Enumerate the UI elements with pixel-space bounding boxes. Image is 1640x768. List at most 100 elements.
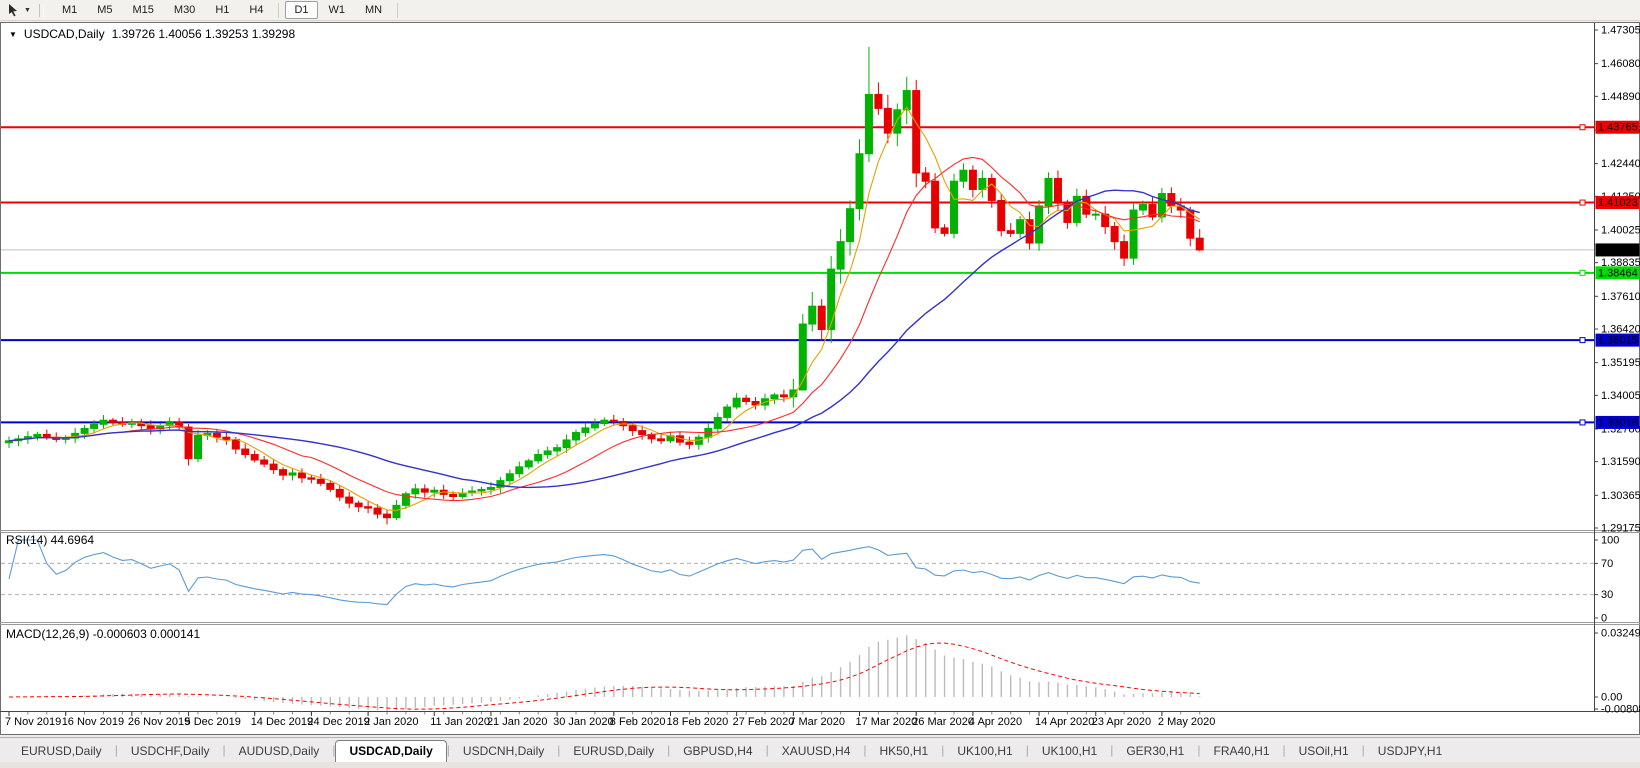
candle [883, 107, 892, 134]
tab-separator: | [1197, 743, 1201, 757]
timeframe-button-h1[interactable]: H1 [215, 4, 230, 16]
candle [1195, 237, 1204, 251]
timeframe-button-m1[interactable]: M1 [61, 4, 78, 16]
candle [628, 425, 637, 432]
price-axis: 1.473051.460801.448901.436651.424401.412… [1594, 25, 1640, 716]
chart-tab-usoil-h1[interactable]: USOil,H1 [1298, 744, 1349, 758]
candle [175, 421, 184, 428]
tab-separator: | [1282, 743, 1286, 757]
moving-average-13 [8, 156, 1200, 502]
timeframe-button-h4[interactable]: H4 [249, 4, 264, 16]
candle [978, 177, 987, 190]
date-label: 30 Jan 2020 [553, 716, 614, 728]
tab-separator: | [1110, 743, 1114, 757]
chart-tab-fra40-h1[interactable]: FRA40,H1 [1213, 744, 1270, 758]
rsi-tick-label: 70 [1601, 558, 1613, 570]
hline-handle[interactable] [1579, 419, 1586, 426]
candle [42, 433, 51, 438]
chart-dropdown-icon[interactable]: ▼ [9, 29, 17, 39]
chart-tab-uk100-h1[interactable]: UK100,H1 [957, 744, 1013, 758]
chart-tab-eurusd-daily[interactable]: EURUSD,Daily [21, 744, 102, 758]
candle [855, 153, 864, 210]
candle [931, 180, 940, 229]
candle [260, 459, 269, 465]
chart-tab-gbpusd-h4[interactable]: GBPUSD,H4 [683, 744, 753, 758]
hline-price-badge-text: 1.41023 [1598, 197, 1638, 209]
candle [401, 493, 410, 506]
timeframe-button-mn[interactable]: MN [365, 4, 383, 16]
candle [657, 438, 666, 442]
chart-tab-usdcad-daily[interactable]: USDCAD,Daily [335, 740, 447, 763]
timeframe-button-m30[interactable]: M30 [173, 4, 196, 16]
candle [779, 394, 788, 398]
chart-tab-bar: EURUSD,Daily | USDCHF,Daily | AUDUSD,Daily | U… [0, 737, 1640, 763]
tab-separator: | [114, 743, 118, 757]
candle [808, 305, 817, 325]
candle [449, 493, 458, 498]
hline-price-badge-text: 1.36015 [1598, 335, 1638, 347]
date-label: 7 Mar 2020 [789, 716, 845, 728]
price-tick-label: 1.36420 [1601, 323, 1640, 335]
candle [354, 502, 363, 508]
chart-tab-xauusd-h4[interactable]: XAUUSD,H4 [781, 744, 851, 758]
timeframe-button-m5[interactable]: M5 [97, 4, 113, 16]
candle [1016, 219, 1025, 234]
candle [1167, 193, 1176, 207]
candle [297, 472, 306, 479]
cursor-tool-button[interactable]: ▼ [0, 2, 33, 18]
candle [90, 423, 99, 429]
candle [222, 436, 231, 440]
price-tick-label: 1.29175 [1601, 522, 1640, 534]
chart-tab-usdchf-daily[interactable]: USDCHF,Daily [130, 744, 210, 758]
candle [534, 454, 543, 462]
candle [723, 406, 732, 418]
candle [477, 488, 486, 492]
candle [590, 422, 599, 429]
hline-handle[interactable] [1579, 337, 1586, 344]
macd-pane [8, 635, 1201, 711]
hline-handle[interactable] [1579, 199, 1586, 206]
hline-handle[interactable] [1579, 124, 1586, 131]
candle [307, 477, 316, 480]
candle [836, 241, 845, 270]
tab-separator: | [863, 743, 867, 757]
chart-tab-ger30-h1[interactable]: GER30,H1 [1126, 744, 1185, 758]
candle [968, 169, 977, 190]
candle [959, 169, 968, 182]
date-label: 16 Nov 2019 [62, 716, 124, 728]
candle [638, 430, 647, 435]
timeframe-button-d1[interactable]: D1 [285, 1, 318, 19]
chart-tab-eurusd-daily[interactable]: EURUSD,Daily [573, 744, 655, 758]
hline-handle[interactable] [1579, 269, 1586, 276]
chart-tab-usdjpy-h1[interactable]: USDJPY,H1 [1377, 744, 1443, 758]
timeframe-button-w1[interactable]: W1 [328, 4, 346, 16]
candle [817, 305, 826, 331]
date-label: 26 Nov 2019 [128, 716, 190, 728]
candle [165, 421, 174, 427]
price-chart-canvas[interactable]: 1.473051.460801.448901.436651.424401.412… [0, 22, 1640, 735]
candle [798, 323, 807, 391]
price-tick-label: 1.40025 [1601, 224, 1640, 236]
price-tick-label: 1.44890 [1601, 91, 1640, 103]
candle [250, 454, 259, 461]
candle [1139, 204, 1147, 211]
candle [1091, 213, 1100, 216]
timeframe-button-m15[interactable]: M15 [132, 4, 154, 16]
candle [940, 227, 949, 234]
chart-tab-uk100-h1[interactable]: UK100,H1 [1041, 744, 1098, 758]
price-tick-label: 1.47305 [1601, 25, 1640, 37]
candle [1129, 209, 1138, 259]
horizontal-lines-layer [1, 124, 1594, 426]
main-price-pane[interactable] [1, 46, 1594, 525]
candle [864, 93, 873, 155]
candle [902, 90, 911, 111]
chart-tab-hk50-h1[interactable]: HK50,H1 [879, 744, 929, 758]
chart-tab-usdcnh-daily[interactable]: USDCNH,Daily [462, 744, 545, 758]
dropdown-caret-icon: ▼ [24, 6, 31, 14]
candle [1053, 177, 1062, 204]
candle [241, 448, 250, 456]
tab-separator: | [765, 743, 769, 757]
chart-tab-audusd-daily[interactable]: AUDUSD,Daily [238, 744, 320, 758]
candle [99, 419, 108, 425]
